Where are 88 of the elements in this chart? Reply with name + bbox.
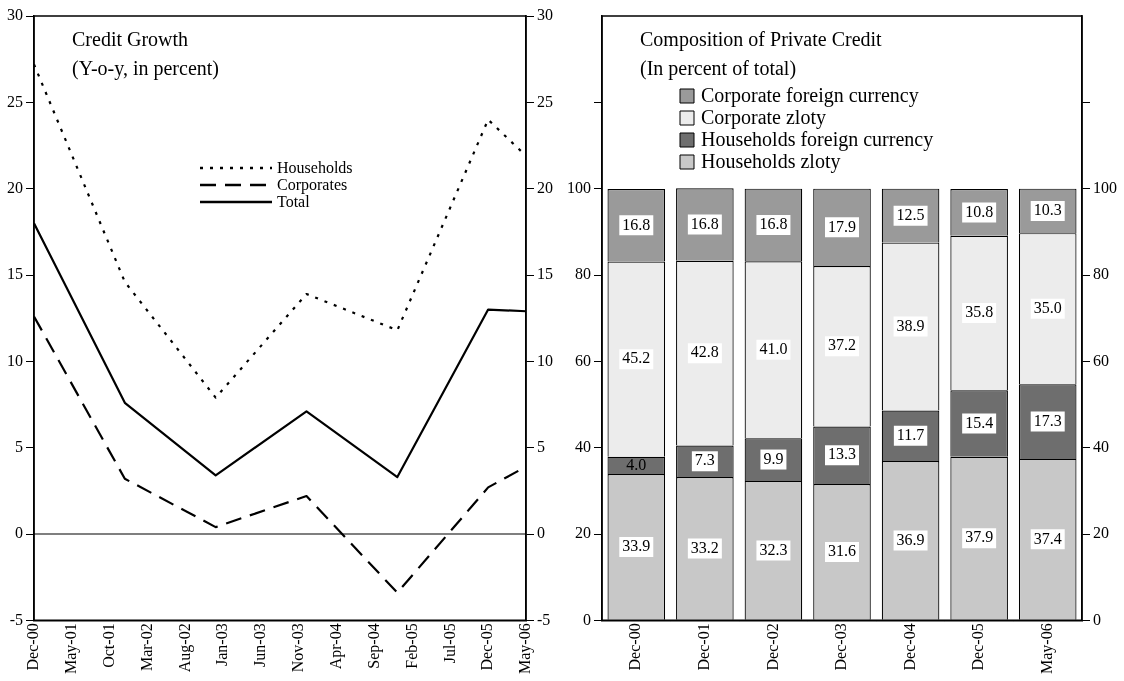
- data-label: 17.9: [828, 217, 856, 235]
- data-label: 9.9: [763, 449, 784, 467]
- data-label: 15.4: [965, 413, 994, 431]
- data-label: 31.6: [828, 542, 856, 560]
- y2-tick-label: 20: [537, 178, 553, 196]
- data-label: 32.3: [759, 540, 788, 558]
- data-label: 37.9: [965, 528, 994, 546]
- y2-tick-label: 0: [583, 610, 591, 628]
- x-tick-label: Dec-04: [900, 623, 918, 671]
- y-tick-label: 10: [7, 351, 23, 369]
- x-tick-label: Dec-00: [626, 623, 644, 671]
- y2-tick-label: 20: [575, 524, 591, 542]
- legend-label: Households foreign currency: [701, 128, 934, 151]
- y-tick-label: 80: [1093, 265, 1109, 283]
- x-tick-label: May-01: [62, 623, 81, 674]
- x-tick-label: Jun-03: [251, 623, 269, 667]
- data-label: 33.9: [622, 537, 651, 555]
- data-label: 42.8: [690, 343, 719, 361]
- legend-label: Corporate zloty: [701, 106, 826, 129]
- y2-tick-label: 60: [575, 351, 591, 369]
- legend-label: Total: [277, 193, 311, 210]
- y2-tick-label: 25: [537, 92, 553, 110]
- y-tick-label: 30: [7, 6, 23, 24]
- y2-tick-label: 10: [537, 351, 553, 369]
- y-tick-label: 25: [7, 92, 23, 110]
- x-tick-label: Oct-01: [99, 623, 117, 668]
- y-tick-label: 20: [7, 178, 23, 196]
- data-label: 12.5: [896, 205, 925, 223]
- x-tick-label: Jul-05: [440, 623, 458, 664]
- y-tick-label: 0: [1093, 610, 1101, 628]
- data-label: 10.8: [965, 202, 994, 220]
- data-label: 4.0: [626, 455, 647, 473]
- y-tick-label: 40: [1093, 437, 1109, 455]
- x-tick-label: May-06: [516, 623, 535, 674]
- data-label: 35.8: [965, 303, 994, 321]
- y2-tick-label: -5: [537, 610, 551, 628]
- x-tick-label: Dec-02: [763, 623, 781, 671]
- y-tick-label: 60: [1093, 351, 1109, 369]
- legend-label: Corporate foreign currency: [701, 84, 919, 107]
- y2-tick-label: 30: [537, 6, 553, 24]
- data-label: 33.2: [690, 538, 719, 556]
- data-label: 45.2: [622, 349, 651, 367]
- x-tick-label: Apr-04: [326, 623, 345, 670]
- y-tick-label: 20: [1093, 524, 1109, 542]
- y-tick-label: 0: [15, 524, 23, 542]
- x-tick-label: Nov-03: [289, 623, 307, 673]
- data-label: 16.8: [690, 214, 719, 232]
- data-label: 10.3: [1033, 201, 1062, 219]
- x-tick-label: Sep-04: [364, 623, 383, 669]
- x-tick-label: Mar-02: [137, 623, 155, 672]
- y2-tick-label: 15: [537, 265, 553, 283]
- legend-label: Corporates: [277, 176, 348, 194]
- x-tick-label: Feb-05: [402, 623, 420, 669]
- x-tick-label: May-06: [1037, 623, 1056, 674]
- data-label: 16.8: [759, 215, 788, 233]
- data-label: 37.4: [1033, 529, 1062, 547]
- data-label: 41.0: [759, 339, 788, 357]
- x-tick-label: Dec-05: [969, 623, 987, 671]
- data-label: 17.3: [1033, 411, 1062, 429]
- x-tick-label: Jan-03: [213, 623, 231, 666]
- legend-label: Households zloty: [701, 150, 841, 173]
- x-tick-label: Dec-03: [832, 623, 850, 671]
- text: Credit Growth: [72, 28, 189, 50]
- y-tick-label: 5: [15, 437, 23, 455]
- y2-tick-label: 0: [537, 524, 545, 542]
- x-tick-label: Dec-01: [695, 623, 713, 671]
- data-label: 36.9: [896, 530, 925, 548]
- text: (In percent of total): [640, 57, 797, 80]
- x-tick-label: Dec-05: [478, 623, 496, 671]
- y-tick-label: -5: [9, 610, 23, 628]
- data-label: 16.8: [622, 215, 651, 233]
- y-tick-label: 100: [1093, 178, 1117, 196]
- data-label: 13.3: [828, 445, 856, 463]
- data-label: 37.2: [828, 336, 856, 354]
- data-label: 38.9: [896, 316, 925, 334]
- data-label: 11.7: [896, 426, 925, 444]
- y2-tick-label: 100: [567, 178, 591, 196]
- y-tick-label: 15: [7, 265, 23, 283]
- data-label: 35.0: [1033, 298, 1062, 316]
- text: Composition of Private Credit: [640, 28, 883, 51]
- y2-tick-label: 5: [537, 437, 545, 455]
- text: (Y-o-y, in percent): [72, 57, 219, 80]
- legend-label: Households: [277, 159, 353, 176]
- x-tick-label: Aug-02: [175, 623, 194, 673]
- x-tick-label: Dec-00: [24, 623, 42, 671]
- y2-tick-label: 40: [575, 437, 591, 455]
- y2-tick-label: 80: [575, 265, 591, 283]
- data-label: 7.3: [694, 451, 715, 469]
